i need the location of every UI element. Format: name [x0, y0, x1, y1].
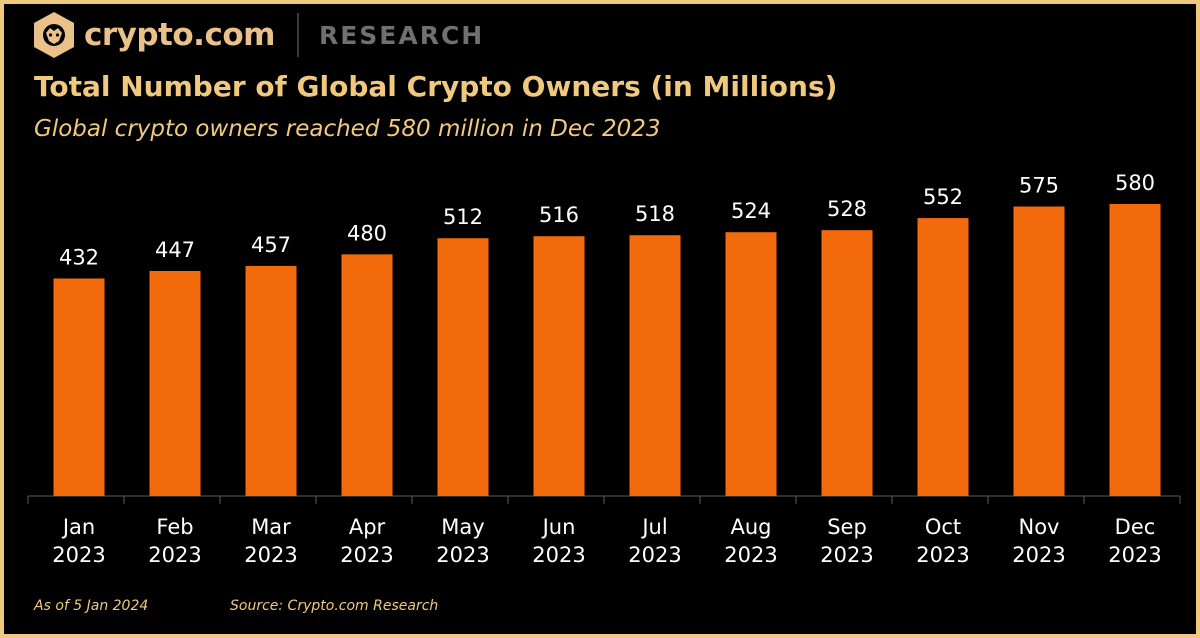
x-tick-label-year: 2023 [436, 543, 489, 567]
lion-shield-icon [34, 12, 74, 58]
x-tick-label-month: Sep [827, 515, 867, 539]
x-tick-label-year: 2023 [628, 543, 681, 567]
x-tick-label-month: Jun [541, 515, 576, 539]
header: crypto.com RESEARCH [32, 10, 484, 60]
x-tick-label-year: 2023 [52, 543, 105, 567]
x-tick-label-month: May [441, 515, 484, 539]
data-label: 516 [539, 203, 579, 227]
bar [629, 235, 681, 496]
bar [341, 254, 393, 496]
bar [917, 218, 969, 496]
x-tick-label-month: Oct [925, 515, 961, 539]
bar [53, 278, 105, 496]
x-tick-label-month: Aug [730, 515, 771, 539]
bar [1013, 206, 1065, 496]
data-label: 524 [731, 199, 771, 223]
bar [245, 265, 297, 496]
x-tick-label-month: Jul [640, 515, 667, 539]
x-tick-label-year: 2023 [916, 543, 969, 567]
data-label: 432 [59, 246, 99, 270]
x-tick-label-month: Apr [349, 515, 386, 539]
x-tick-label-year: 2023 [820, 543, 873, 567]
x-tick-label-month: Dec [1115, 515, 1156, 539]
x-tick-label-month: Jan [61, 515, 95, 539]
footer-as-of: As of 5 Jan 2024 [34, 598, 149, 614]
x-tick-label-month: Feb [156, 515, 193, 539]
x-tick-label-year: 2023 [244, 543, 297, 567]
section-label: RESEARCH [318, 20, 485, 50]
x-tick-label-month: Nov [1019, 515, 1060, 539]
data-label: 480 [347, 221, 387, 245]
header-divider [296, 13, 299, 57]
x-tick-label-year: 2023 [340, 543, 393, 567]
data-label: 575 [1019, 174, 1059, 198]
bar [1109, 204, 1161, 496]
bar [533, 236, 585, 496]
data-label: 518 [635, 202, 675, 226]
bar [821, 230, 873, 496]
data-label: 580 [1115, 171, 1155, 195]
chart-subtitle: Global crypto owners reached 580 million… [34, 116, 661, 142]
x-tick-label-year: 2023 [724, 543, 777, 567]
x-tick-label-year: 2023 [1108, 543, 1161, 567]
x-tick-label-year: 2023 [532, 543, 585, 567]
chart-title: Total Number of Global Crypto Owners (in… [34, 70, 838, 103]
data-label: 512 [443, 205, 483, 229]
bar [437, 238, 489, 496]
x-tick-label-month: Mar [251, 515, 291, 539]
bar [725, 232, 777, 496]
bar [149, 270, 201, 496]
x-tick-label-year: 2023 [148, 543, 201, 567]
data-label: 528 [827, 197, 867, 221]
footer-source: Source: Crypto.com Research [230, 598, 439, 614]
data-label: 447 [155, 238, 195, 262]
brand-name: crypto.com [84, 17, 275, 53]
data-label: 552 [923, 185, 963, 209]
x-tick-label-year: 2023 [1012, 543, 1065, 567]
data-label: 457 [251, 233, 291, 257]
